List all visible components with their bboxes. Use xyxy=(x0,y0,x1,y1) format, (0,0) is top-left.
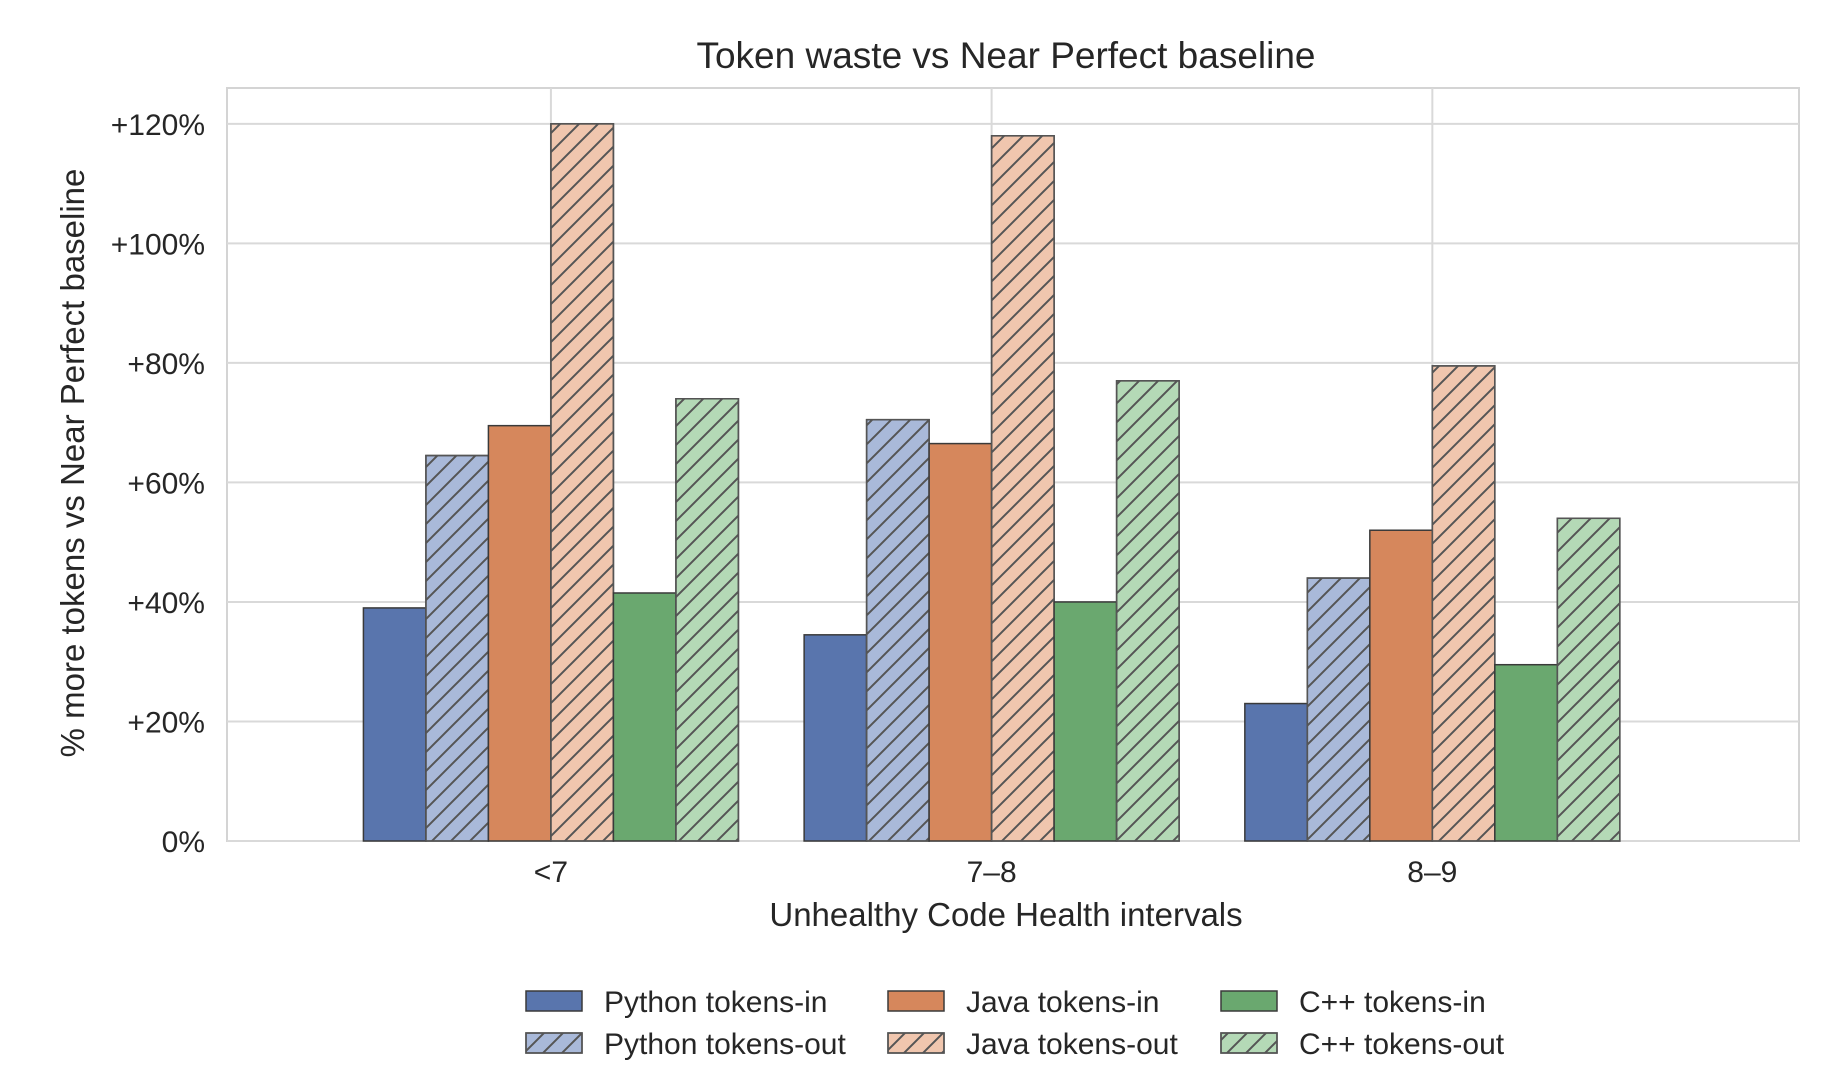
y-tick-label: +40% xyxy=(127,587,205,620)
legend: Python tokens-in Python tokens-out Java to… xyxy=(525,986,1505,1061)
series-cpp-tokens-in xyxy=(612,592,1559,842)
legend-swatch xyxy=(1220,990,1278,1012)
x-tick-label: <7 xyxy=(534,856,568,889)
legend-item-cpp-tokens-out: C++ tokens-out xyxy=(1220,1028,1505,1061)
legend-item-python-tokens-out: Python tokens-out xyxy=(525,1028,846,1061)
bar-java-tokens-in xyxy=(1369,529,1434,842)
bar-hatch-java-tokens-out xyxy=(550,123,615,842)
y-tick-label: +100% xyxy=(111,228,205,261)
bar-cpp-tokens-in xyxy=(612,592,677,842)
bar-hatch-cpp-tokens-out xyxy=(1115,380,1180,842)
legend-label: Python tokens-out xyxy=(604,1028,846,1061)
series-java-tokens-out xyxy=(550,123,1496,842)
bar-java-tokens-in xyxy=(928,442,993,842)
bar-hatch-cpp-tokens-out xyxy=(675,398,740,842)
bar-java-tokens-in xyxy=(487,424,552,842)
plot-area: 0% +20% +40% +60% +80% +100% +120% <7 7–8 8–9 xyxy=(111,87,1800,889)
series-python-tokens-in xyxy=(362,607,1309,842)
y-tick-label: 0% xyxy=(162,826,205,859)
legend-swatch-hatch xyxy=(1220,1032,1278,1054)
bar-hatch-python-tokens-out xyxy=(425,454,490,842)
legend-label: C++ tokens-in xyxy=(1299,986,1486,1019)
legend-swatch xyxy=(887,990,945,1012)
x-tick-label: 7–8 xyxy=(967,856,1017,889)
legend-item-cpp-tokens-in: C++ tokens-in xyxy=(1220,986,1486,1019)
chart-title: Token waste vs Near Perfect baseline xyxy=(696,35,1315,76)
x-tick-label: 8–9 xyxy=(1407,856,1457,889)
bar-cpp-tokens-in xyxy=(1053,601,1118,842)
legend-label: C++ tokens-out xyxy=(1299,1028,1505,1061)
legend-label: Java tokens-in xyxy=(966,986,1159,1019)
series-java-tokens-in xyxy=(487,424,1434,842)
legend-item-java-tokens-in: Java tokens-in xyxy=(887,986,1159,1019)
series-cpp-tokens-out xyxy=(675,380,1621,842)
y-tick-label: +120% xyxy=(111,109,205,142)
legend-item-python-tokens-in: Python tokens-in xyxy=(525,986,827,1019)
bar-hatch-java-tokens-out xyxy=(1431,365,1496,842)
bar-hatch-cpp-tokens-out xyxy=(1556,517,1621,842)
bar-hatch-python-tokens-out xyxy=(1306,577,1371,842)
series-python-tokens-out xyxy=(425,418,1371,842)
y-axis-label: % more tokens vs Near Perfect baseline xyxy=(54,169,91,758)
x-axis-label: Unhealthy Code Health intervals xyxy=(769,896,1242,933)
y-tick-label: +60% xyxy=(127,467,205,500)
bar-python-tokens-in xyxy=(1244,702,1309,842)
legend-swatch-hatch xyxy=(525,1032,583,1054)
legend-label: Java tokens-out xyxy=(966,1028,1178,1061)
legend-swatch-hatch xyxy=(887,1032,945,1054)
bar-hatch-java-tokens-out xyxy=(990,135,1055,842)
y-tick-label: +20% xyxy=(127,706,205,739)
bar-cpp-tokens-in xyxy=(1494,663,1559,842)
legend-swatch xyxy=(525,990,583,1012)
bar-python-tokens-in xyxy=(362,607,427,842)
bar-python-tokens-in xyxy=(803,634,868,842)
y-tick-label: +80% xyxy=(127,348,205,381)
legend-item-java-tokens-out: Java tokens-out xyxy=(887,1028,1178,1061)
bar-hatch-python-tokens-out xyxy=(865,418,930,842)
legend-label: Python tokens-in xyxy=(604,986,827,1019)
